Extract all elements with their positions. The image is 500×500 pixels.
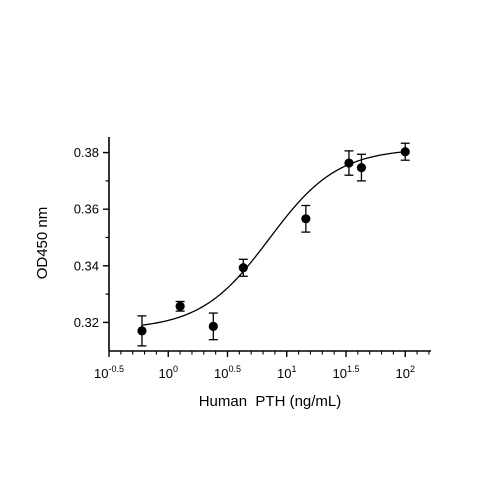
data-points-layer xyxy=(137,147,410,336)
x-tick-exponent: -0.5 xyxy=(108,364,124,374)
x-tick-exponent: 2 xyxy=(410,364,415,374)
y-tick-label: 0.34 xyxy=(74,258,99,273)
x-tick-label: 100.5 xyxy=(214,364,241,381)
fit-curve xyxy=(141,151,406,326)
data-point xyxy=(137,326,147,336)
x-tick-exponent: 1.5 xyxy=(347,364,360,374)
x-tick-exponent: 1 xyxy=(291,364,296,374)
data-point xyxy=(238,263,248,273)
x-tick-label: 102 xyxy=(395,364,414,381)
x-tick-label: 101.5 xyxy=(332,364,359,381)
x-ticks-layer: 10-0.5 100 100.5 101 101.5 102 xyxy=(94,351,430,381)
x-tick-exponent: 0 xyxy=(173,364,178,374)
y-tick-label: 0.38 xyxy=(74,145,99,160)
x-tick-base: 10 xyxy=(395,366,409,381)
axes-layer xyxy=(108,137,431,352)
x-tick-base: 10 xyxy=(214,366,228,381)
error-bars-layer xyxy=(137,142,410,347)
data-point xyxy=(175,301,185,311)
fit-curve-layer xyxy=(141,151,406,326)
data-point xyxy=(344,158,354,168)
data-point xyxy=(208,321,218,331)
y-tick-label: 0.36 xyxy=(74,202,99,217)
x-tick-base: 10 xyxy=(159,366,173,381)
x-tick-base: 10 xyxy=(332,366,346,381)
x-tick-label: 101 xyxy=(277,364,296,381)
x-tick-base: 10 xyxy=(94,366,108,381)
data-point xyxy=(356,162,367,173)
x-tick-base: 10 xyxy=(277,366,291,381)
y-ticks-layer: 0.32 0.34 0.36 0.38 xyxy=(74,145,109,330)
x-tick-exponent: 0.5 xyxy=(228,364,241,374)
x-tick-label: 100 xyxy=(159,364,178,381)
x-tick-label: 10-0.5 xyxy=(94,364,124,381)
y-tick-label: 0.32 xyxy=(74,315,99,330)
data-point xyxy=(400,147,410,157)
x-axis-title: Human PTH (ng/mL) xyxy=(199,393,342,410)
data-point xyxy=(301,214,311,224)
y-axis-title: OD450 nm xyxy=(34,207,51,280)
